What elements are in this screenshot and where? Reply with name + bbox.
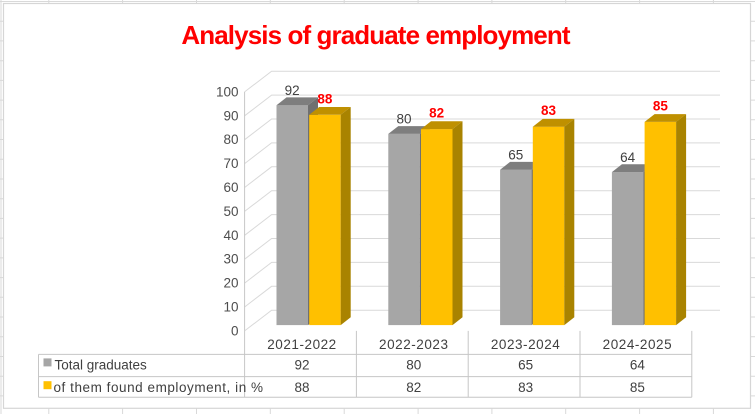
svg-text:80: 80 xyxy=(406,357,421,372)
svg-text:10: 10 xyxy=(223,300,238,315)
svg-text:2021-2022: 2021-2022 xyxy=(267,337,337,352)
svg-text:88: 88 xyxy=(294,380,309,395)
svg-text:85: 85 xyxy=(653,98,669,113)
svg-text:64: 64 xyxy=(630,357,646,372)
svg-text:88: 88 xyxy=(317,91,333,106)
svg-text:85: 85 xyxy=(630,380,645,395)
svg-text:80: 80 xyxy=(396,112,411,127)
svg-text:83: 83 xyxy=(541,103,557,118)
svg-text:Total graduates: Total graduates xyxy=(55,357,148,372)
svg-text:2024-2025: 2024-2025 xyxy=(603,337,673,352)
svg-text:2022-2023: 2022-2023 xyxy=(379,337,449,352)
svg-text:80: 80 xyxy=(223,132,238,147)
svg-text:0: 0 xyxy=(231,323,239,338)
svg-text:64: 64 xyxy=(620,150,636,165)
svg-text:20: 20 xyxy=(223,276,238,291)
svg-text:of them found employment, in %: of them found employment, in % xyxy=(54,380,264,395)
svg-text:100: 100 xyxy=(216,84,239,99)
svg-text:65: 65 xyxy=(508,148,523,163)
svg-text:70: 70 xyxy=(223,156,238,171)
svg-text:83: 83 xyxy=(518,380,533,395)
svg-text:40: 40 xyxy=(223,228,238,243)
svg-text:82: 82 xyxy=(406,380,421,395)
svg-text:82: 82 xyxy=(429,106,444,121)
svg-text:90: 90 xyxy=(223,108,238,123)
svg-text:Analysis of graduate employmen: Analysis of graduate employment xyxy=(181,20,570,50)
svg-text:92: 92 xyxy=(294,357,309,372)
svg-text:30: 30 xyxy=(223,252,238,267)
svg-text:65: 65 xyxy=(518,357,533,372)
svg-text:92: 92 xyxy=(285,83,300,98)
svg-text:2023-2024: 2023-2024 xyxy=(491,337,561,352)
svg-text:50: 50 xyxy=(223,204,238,219)
svg-text:60: 60 xyxy=(223,180,238,195)
